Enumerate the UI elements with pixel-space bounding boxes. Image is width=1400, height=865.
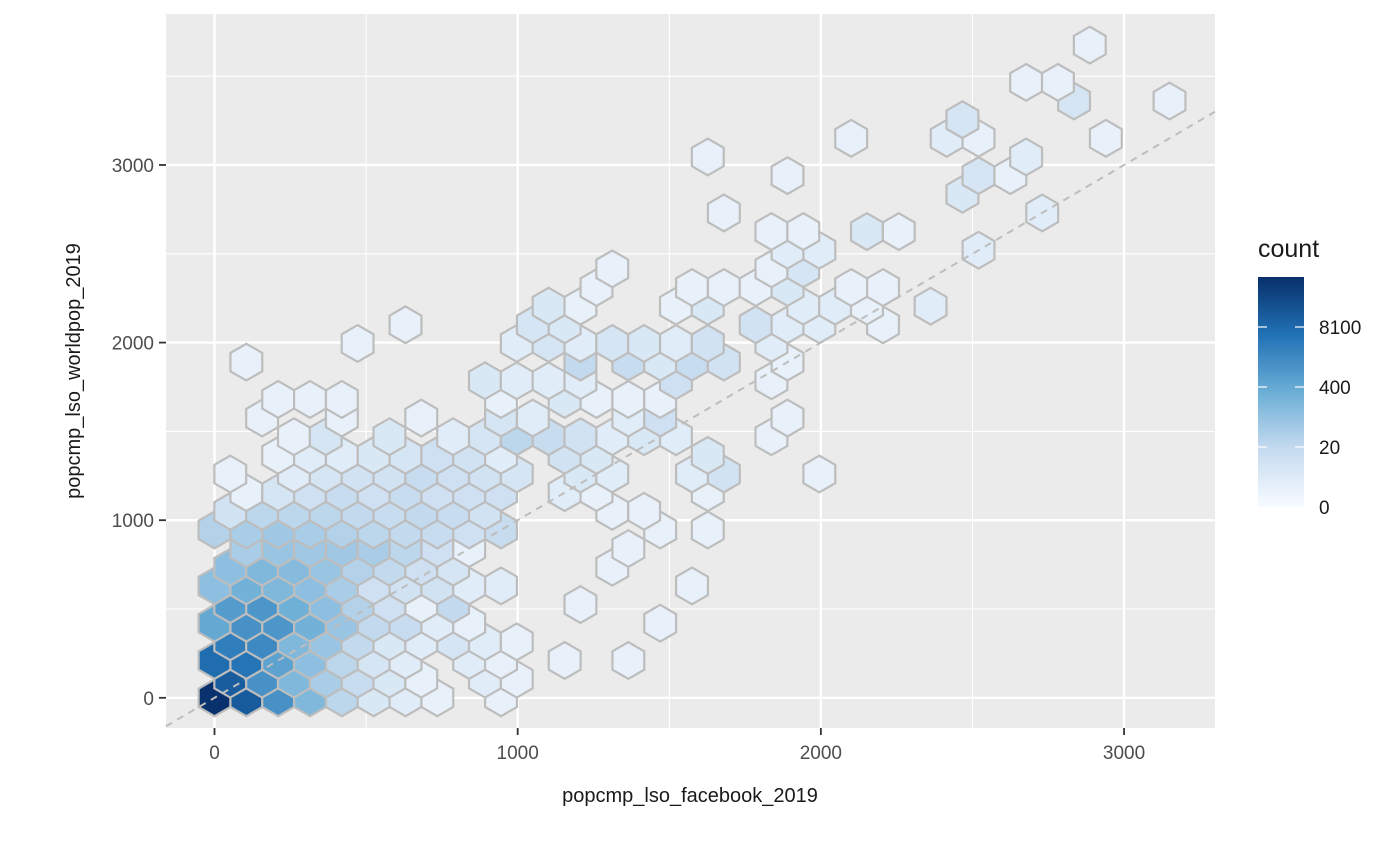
hexbin-cell bbox=[531, 286, 566, 326]
hexbin-cell bbox=[738, 305, 773, 345]
hexbin-cell bbox=[706, 267, 741, 308]
hexbin-cell bbox=[531, 361, 566, 401]
x-axis: 0 1000 2000 3000 bbox=[209, 728, 1145, 764]
legend-ticks: 8100 400 20 0 bbox=[1258, 318, 1361, 519]
hexbin-cell bbox=[802, 454, 837, 494]
hexbin-cell bbox=[563, 584, 598, 625]
hexbin-cell bbox=[1009, 62, 1044, 103]
legend-label: 400 bbox=[1319, 378, 1351, 399]
hexbin-cell bbox=[658, 323, 693, 364]
y-tick-label: 2000 bbox=[112, 334, 154, 355]
hexbin-cell bbox=[595, 249, 630, 289]
x-tick-label: 3000 bbox=[1103, 743, 1145, 764]
hexbin-cell bbox=[340, 323, 375, 364]
hexbin-cell bbox=[1009, 137, 1044, 177]
legend-label: 0 bbox=[1319, 498, 1330, 519]
hexbin-cell bbox=[276, 417, 311, 457]
y-axis: 0 1000 2000 3000 bbox=[112, 156, 166, 710]
hexbin-cell bbox=[627, 323, 662, 364]
hexbin-cell bbox=[643, 603, 678, 643]
x-tick-label: 2000 bbox=[800, 743, 842, 764]
hexbin-cell bbox=[690, 323, 725, 364]
legend: count 8100 400 20 0 bbox=[1258, 235, 1361, 519]
y-axis-title: popcmp_lso_worldpop_2019 bbox=[63, 243, 85, 499]
hexbin-cell bbox=[372, 417, 407, 457]
hexbin-cell bbox=[706, 193, 741, 233]
hexbin-cell bbox=[1072, 25, 1107, 65]
hexbin-cell bbox=[961, 155, 996, 196]
hexbin-cell bbox=[770, 155, 805, 196]
hexbin-cell bbox=[292, 379, 328, 420]
hexbin-cell bbox=[467, 361, 502, 401]
hexbin-cell bbox=[563, 417, 598, 457]
hexbin-cell bbox=[213, 454, 248, 494]
hexbin-cell bbox=[1088, 118, 1123, 158]
hexbin-cell bbox=[834, 118, 869, 158]
hexbin-cell bbox=[945, 100, 980, 140]
hexbin-cell bbox=[261, 379, 296, 420]
legend-colorbar bbox=[1258, 277, 1304, 507]
legend-label: 8100 bbox=[1319, 318, 1361, 339]
legend-title: count bbox=[1258, 235, 1319, 263]
hexbin-cell bbox=[515, 398, 550, 438]
hexbin-cell bbox=[674, 566, 710, 606]
y-tick-label: 1000 bbox=[112, 511, 154, 532]
x-tick-label: 0 bbox=[209, 743, 220, 764]
x-axis-title: popcmp_lso_facebook_2019 bbox=[562, 785, 818, 807]
hexbin-cell bbox=[754, 211, 789, 252]
hexbin-cell bbox=[229, 342, 264, 382]
hexbin-cell bbox=[690, 510, 725, 550]
hexbin-cell bbox=[913, 286, 948, 326]
y-tick-label: 3000 bbox=[112, 156, 154, 177]
hexbin-cell bbox=[786, 211, 821, 252]
hexbin-cell bbox=[865, 267, 901, 308]
hexbin-cell bbox=[674, 267, 710, 308]
hexbin-cell bbox=[484, 566, 519, 606]
hexbin-cell bbox=[834, 267, 869, 308]
hexbin-cell bbox=[388, 305, 423, 345]
hexbin-cell bbox=[1040, 62, 1075, 103]
hexbin-cell bbox=[849, 211, 884, 252]
hexbin-cell bbox=[436, 417, 471, 457]
hexbin-cell bbox=[499, 361, 534, 401]
hexbin-cell bbox=[627, 491, 662, 531]
y-tick-label: 0 bbox=[143, 689, 154, 710]
hexbin-cell bbox=[881, 211, 916, 252]
legend-label: 20 bbox=[1319, 438, 1340, 459]
hexbin-cell bbox=[690, 137, 725, 177]
hexbin-cell bbox=[611, 640, 646, 681]
hexbin-cell bbox=[690, 435, 725, 476]
hexbin-cell bbox=[499, 622, 534, 662]
hexbin-cell bbox=[324, 379, 359, 420]
hexbin-cell bbox=[404, 398, 439, 438]
hexbin-cell bbox=[547, 640, 582, 681]
hexbin-cell bbox=[595, 323, 630, 364]
hexbin-cell bbox=[611, 528, 646, 569]
hexbin-cell bbox=[611, 379, 646, 420]
x-tick-label: 1000 bbox=[497, 743, 539, 764]
hexbin-cell bbox=[770, 398, 805, 438]
hexbin-cell bbox=[1152, 81, 1187, 121]
